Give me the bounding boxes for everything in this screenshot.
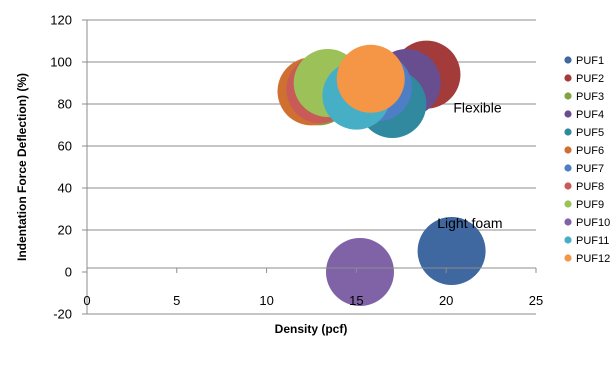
y-tick-label-6: 100 bbox=[50, 55, 72, 70]
x-tick-label-3: 15 bbox=[349, 293, 363, 308]
legend-label-puf4: PUF4 bbox=[576, 109, 604, 121]
legend-marker-puf5 bbox=[564, 128, 572, 136]
legend-label-puf6: PUF6 bbox=[576, 145, 604, 157]
y-tick-label-4: 60 bbox=[58, 139, 72, 154]
legend: PUF1 PUF2 PUF3 PUF4 PUF5 PUF6 PUF7 PUF8 PUF9 PUF1… bbox=[564, 55, 610, 265]
legend-marker-puf12 bbox=[564, 254, 572, 262]
legend-marker-puf6 bbox=[564, 146, 572, 154]
annotation-0: Flexible bbox=[453, 99, 501, 115]
x-tick-label-5: 25 bbox=[529, 293, 543, 308]
legend-label-puf3: PUF3 bbox=[576, 91, 604, 103]
x-tick-label-1: 5 bbox=[173, 293, 180, 308]
legend-label-puf11: PUF11 bbox=[576, 235, 609, 247]
legend-label-puf1: PUF1 bbox=[576, 55, 604, 67]
y-tick-label-1: 0 bbox=[65, 265, 72, 280]
legend-marker-puf1 bbox=[564, 56, 572, 64]
x-axis-title: Density (pcf) bbox=[275, 322, 348, 336]
annotations: Flexible Light foam bbox=[437, 99, 502, 231]
y-tick-label-0: -20 bbox=[53, 307, 72, 322]
y-tick-label-3: 40 bbox=[58, 181, 72, 196]
annotation-1: Light foam bbox=[437, 215, 502, 231]
legend-label-puf12: PUF12 bbox=[576, 253, 610, 265]
legend-marker-puf9 bbox=[564, 200, 572, 208]
legend-marker-puf2 bbox=[564, 74, 572, 82]
x-tick-label-0: 0 bbox=[83, 293, 90, 308]
y-tick-label-2: 20 bbox=[58, 223, 72, 238]
legend-label-puf9: PUF9 bbox=[576, 199, 604, 211]
legend-label-puf7: PUF7 bbox=[576, 163, 604, 175]
y-tick-label-5: 80 bbox=[58, 97, 72, 112]
bubble-puf12 bbox=[336, 44, 405, 113]
x-tick-label-4: 20 bbox=[439, 293, 453, 308]
x-tick-labels: 0 5 10 15 20 25 bbox=[83, 293, 543, 308]
axes bbox=[82, 19, 537, 315]
y-tick-label-7: 120 bbox=[50, 13, 72, 28]
legend-label-puf10: PUF10 bbox=[576, 217, 610, 229]
y-tick-labels: -20 0 20 40 60 80 100 120 bbox=[50, 13, 72, 322]
legend-marker-puf10 bbox=[564, 218, 572, 226]
legend-marker-puf4 bbox=[564, 110, 572, 118]
legend-label-puf2: PUF2 bbox=[576, 73, 604, 85]
legend-label-puf5: PUF5 bbox=[576, 127, 604, 139]
legend-marker-puf8 bbox=[564, 182, 572, 190]
legend-marker-puf7 bbox=[564, 164, 572, 172]
bubble-puf10 bbox=[325, 238, 394, 306]
legend-marker-puf11 bbox=[564, 236, 572, 244]
y-axis-title: Indentation Force Deflection) (%) bbox=[15, 73, 29, 261]
bubbles bbox=[277, 40, 486, 306]
legend-marker-puf3 bbox=[564, 92, 572, 100]
legend-label-puf8: PUF8 bbox=[576, 181, 604, 193]
x-tick-label-2: 10 bbox=[259, 293, 273, 308]
